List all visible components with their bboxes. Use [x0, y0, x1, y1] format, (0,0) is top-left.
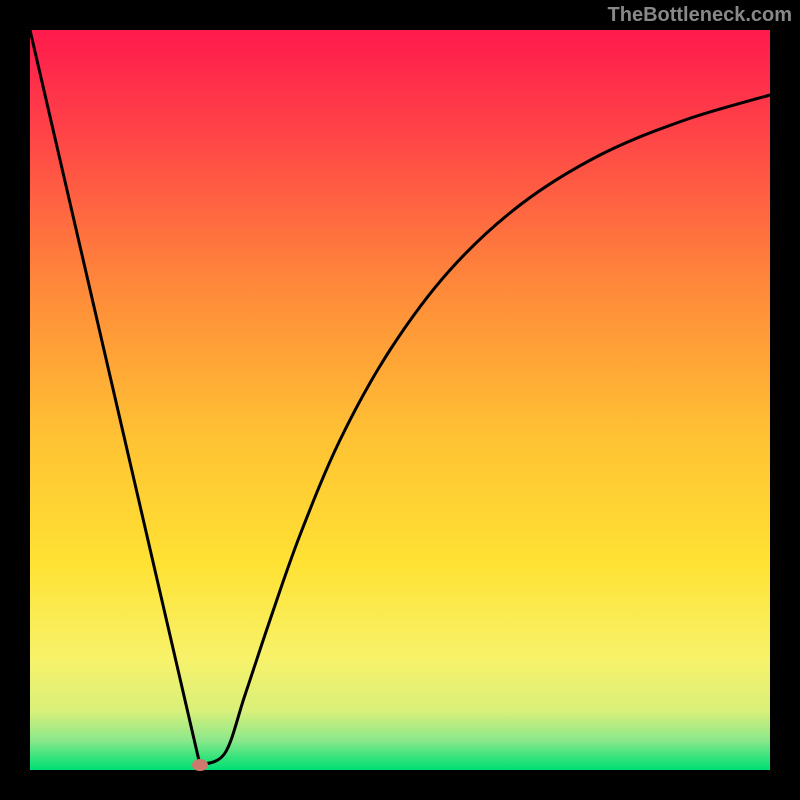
- watermark: TheBottleneck.com: [608, 4, 792, 27]
- chart-container: TheBottleneck.com: [0, 0, 800, 800]
- bottleneck-curve: [0, 0, 800, 800]
- vertex-marker: [192, 759, 208, 771]
